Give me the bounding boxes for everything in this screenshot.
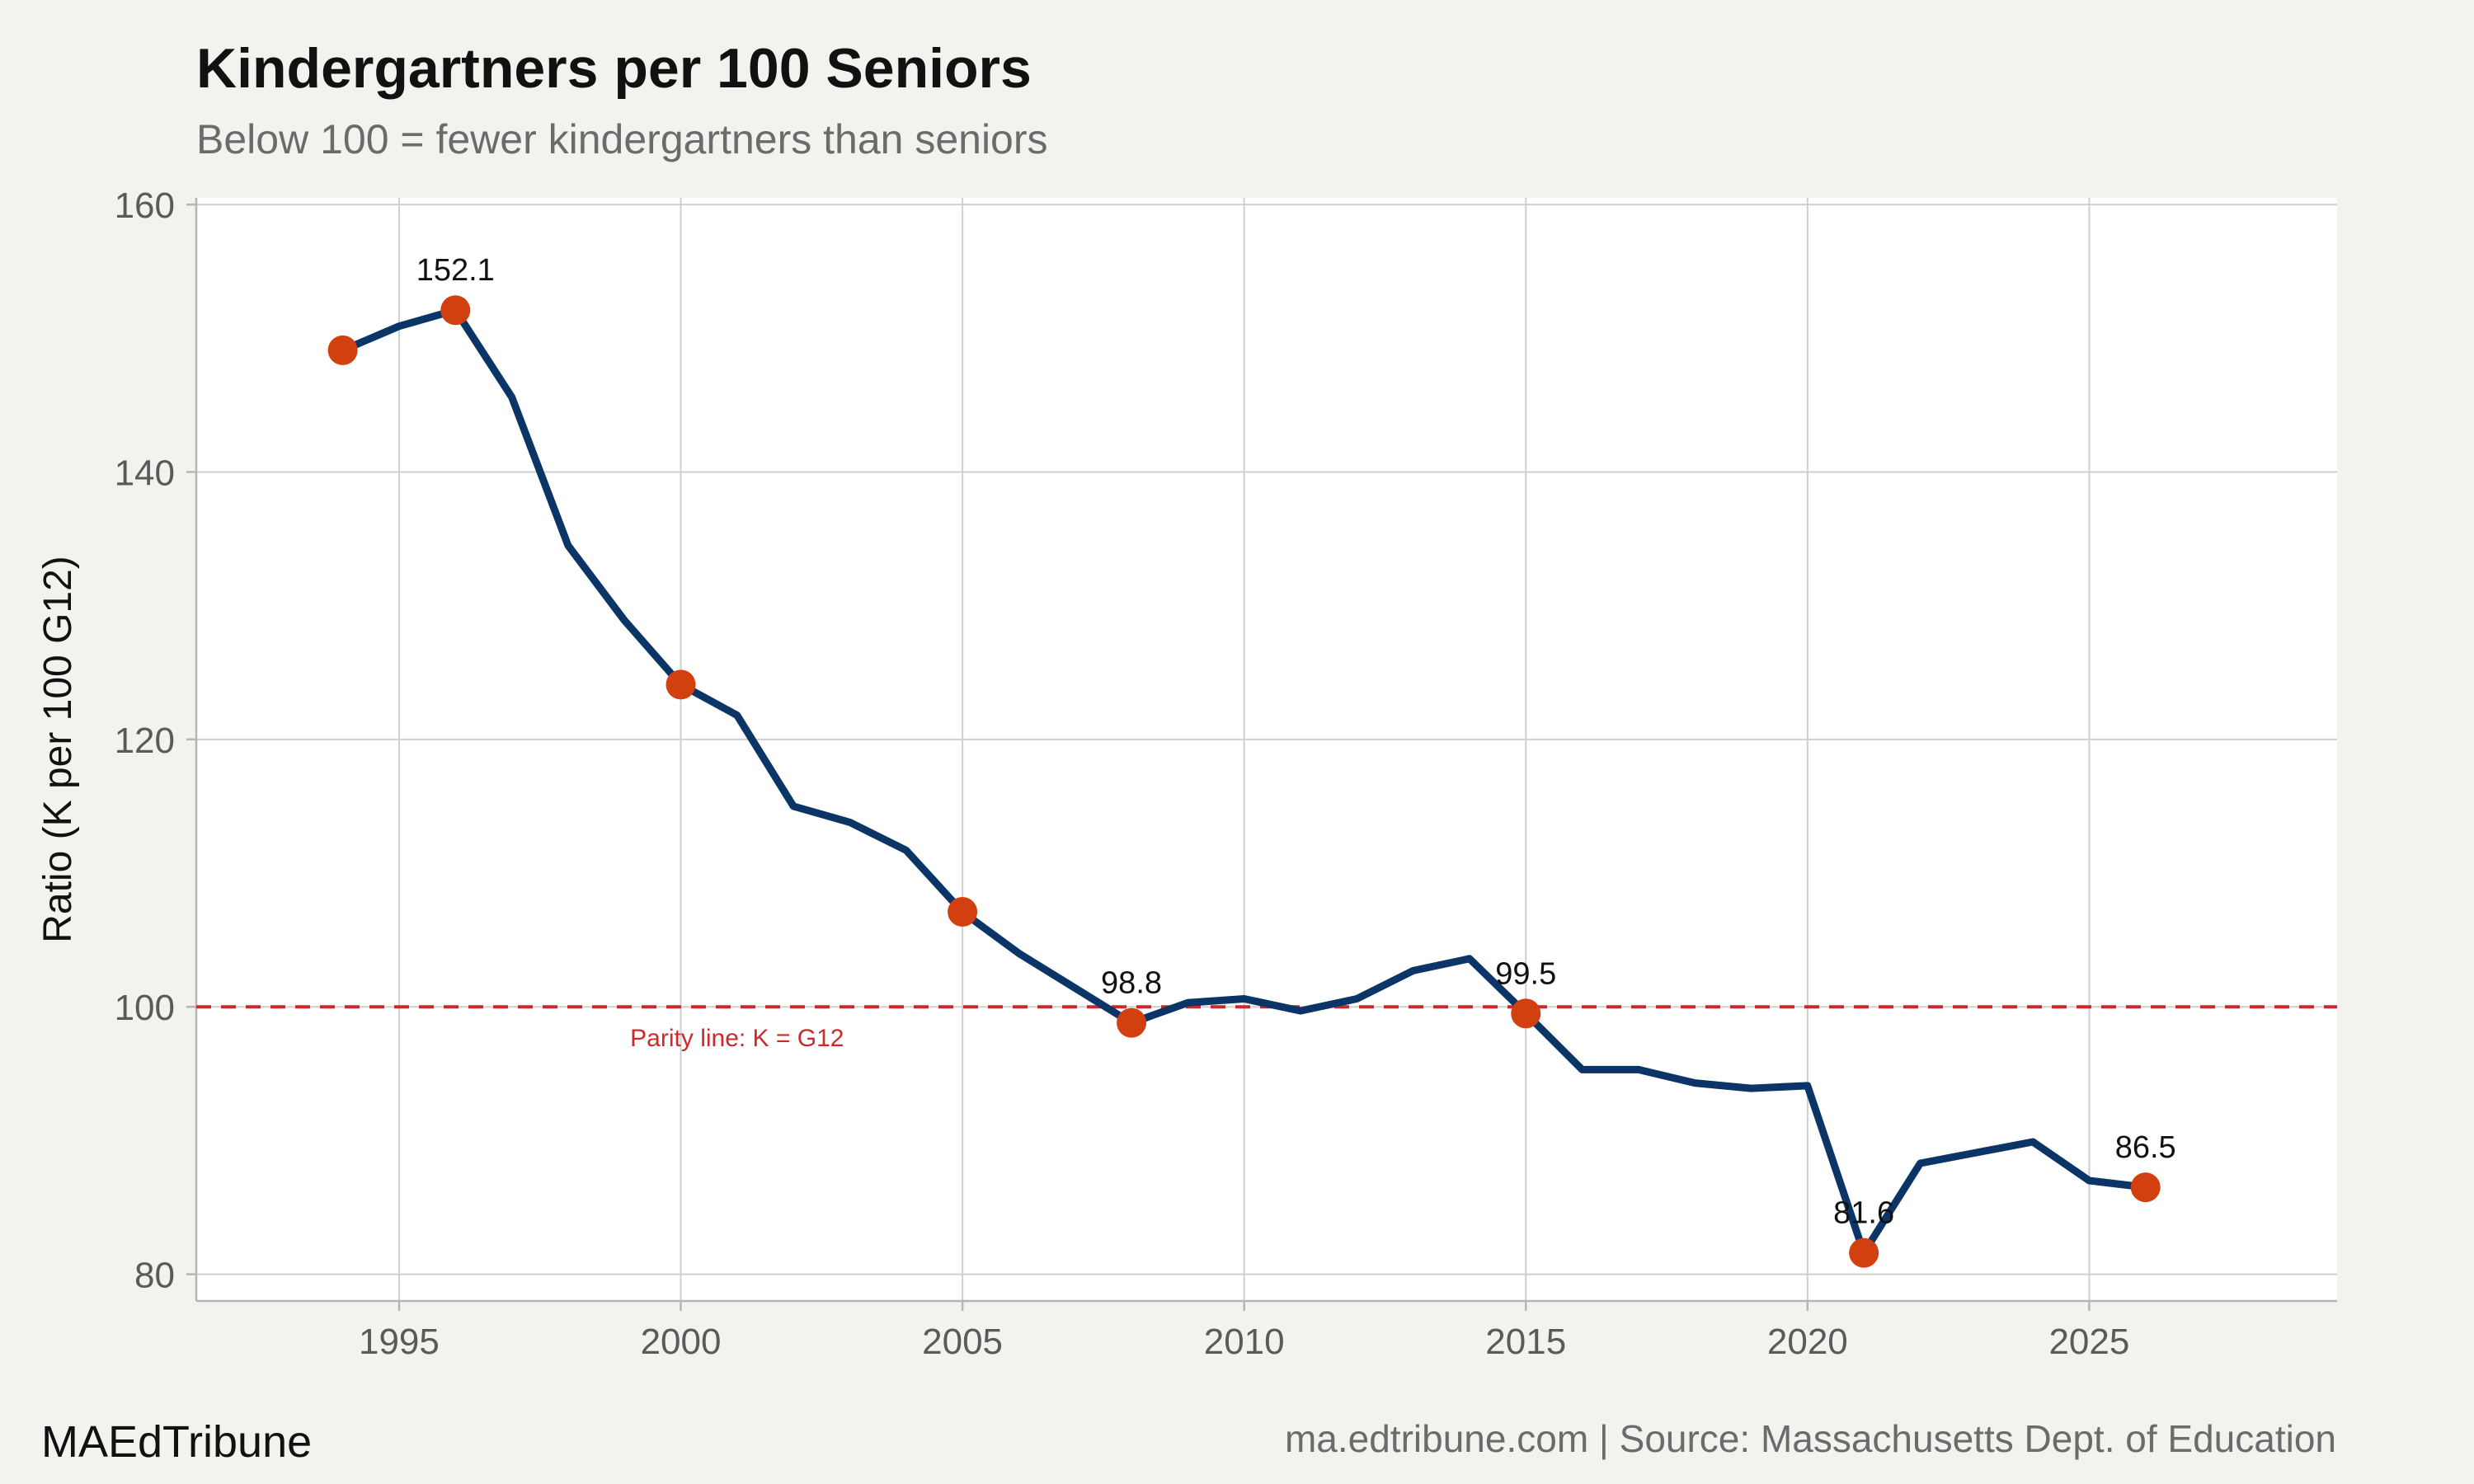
point-label: 152.1 bbox=[416, 253, 495, 288]
y-tick-label: 120 bbox=[115, 721, 175, 761]
chart-title: Kindergartners per 100 Seniors bbox=[196, 37, 1032, 100]
plot-background bbox=[196, 198, 2337, 1301]
point-label: 98.8 bbox=[1101, 966, 1162, 1001]
highlight-point bbox=[1511, 998, 1541, 1029]
x-tick-label: 2025 bbox=[2048, 1322, 2129, 1362]
x-tick-label: 2010 bbox=[1204, 1322, 1285, 1362]
highlight-point bbox=[948, 897, 978, 928]
highlight-point bbox=[1117, 1007, 1147, 1038]
brand-logo-text: MAEdTribune bbox=[41, 1417, 313, 1467]
highlight-point bbox=[1849, 1237, 1879, 1268]
highlight-point bbox=[2130, 1172, 2161, 1203]
chart-subtitle: Below 100 = fewer kindergartners than se… bbox=[196, 116, 1048, 162]
y-tick-label: 160 bbox=[115, 186, 175, 226]
x-tick-label: 1995 bbox=[359, 1322, 440, 1362]
y-axis-title: Ratio (K per 100 G12) bbox=[36, 556, 80, 943]
y-tick-label: 140 bbox=[115, 453, 175, 493]
x-tick-label: 2015 bbox=[1485, 1322, 1566, 1362]
point-label: 81.6 bbox=[1833, 1196, 1894, 1231]
source-credit: ma.edtribune.com | Source: Massachusetts… bbox=[1284, 1417, 2336, 1460]
point-label: 86.5 bbox=[2115, 1130, 2176, 1165]
series-line bbox=[339, 306, 2150, 1257]
x-tick-label: 2020 bbox=[1767, 1322, 1848, 1362]
highlight-point bbox=[440, 295, 471, 326]
y-tick-label: 100 bbox=[115, 988, 175, 1028]
x-tick-label: 2005 bbox=[922, 1322, 1003, 1362]
x-tick-label: 2000 bbox=[641, 1322, 722, 1362]
parity-line-label: Parity line: K = G12 bbox=[630, 1025, 844, 1052]
point-label: 99.5 bbox=[1495, 956, 1556, 991]
y-tick-label: 80 bbox=[134, 1256, 175, 1296]
highlight-point bbox=[327, 335, 358, 365]
highlight-point bbox=[666, 669, 696, 700]
